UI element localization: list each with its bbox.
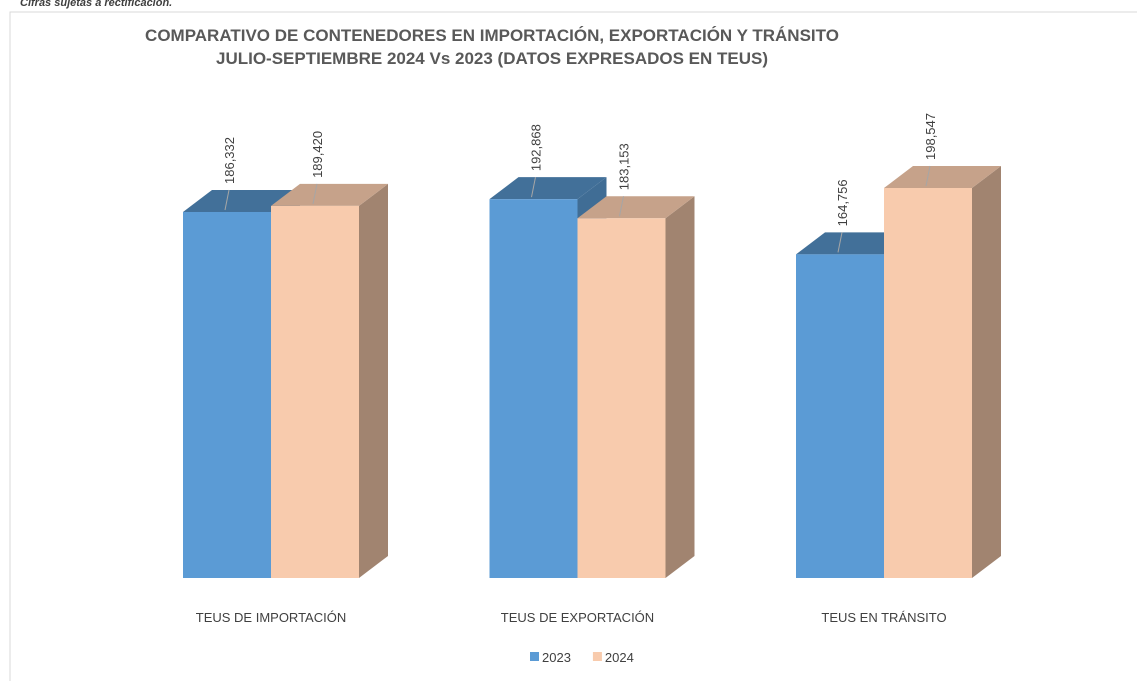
x-tick-label: TEUS DE EXPORTACIÓN	[501, 610, 654, 625]
bar-top	[884, 166, 1001, 188]
bar-top	[489, 177, 607, 200]
bar-side	[359, 183, 388, 578]
bar	[183, 211, 271, 578]
bar-top	[796, 232, 913, 255]
value-label: 186,332	[222, 137, 237, 184]
value-label: 189,420	[310, 131, 325, 178]
bar	[489, 199, 578, 578]
chart-title: COMPARATIVO DE CONTENEDORES EN IMPORTACI…	[145, 26, 839, 45]
leader-line	[619, 196, 624, 217]
bar-top	[577, 196, 695, 219]
value-label: 183,153	[617, 143, 632, 190]
chart-subtitle: JULIO-SEPTIEMBRE 2024 Vs 2023 (DATOS EXP…	[216, 49, 768, 68]
legend-swatch	[592, 652, 602, 661]
bar	[271, 205, 359, 578]
leader-line	[925, 165, 931, 187]
value-label: 164,756	[835, 179, 850, 226]
bar-top	[271, 183, 388, 206]
legend-label: 2024	[605, 650, 634, 665]
x-tick-label: TEUS DE IMPORTACIÓN	[196, 610, 346, 625]
x-tick-label: TEUS EN TRÁNSITO	[821, 610, 946, 625]
value-label: 192,868	[529, 124, 544, 171]
leader-line	[224, 189, 230, 211]
bar-side	[665, 196, 695, 578]
bar	[577, 218, 666, 578]
legend-label: 2023	[542, 650, 571, 665]
bar-side	[972, 166, 1001, 578]
note: Cifras sujetas a rectificación.	[20, 0, 172, 9]
value-label: 198,547	[923, 113, 938, 160]
bar	[884, 188, 972, 578]
bar	[796, 254, 884, 578]
leader-line	[837, 232, 843, 253]
legend-swatch	[530, 652, 539, 661]
leader-line	[312, 183, 318, 205]
bar-top	[183, 189, 300, 212]
leader-line	[531, 177, 536, 198]
